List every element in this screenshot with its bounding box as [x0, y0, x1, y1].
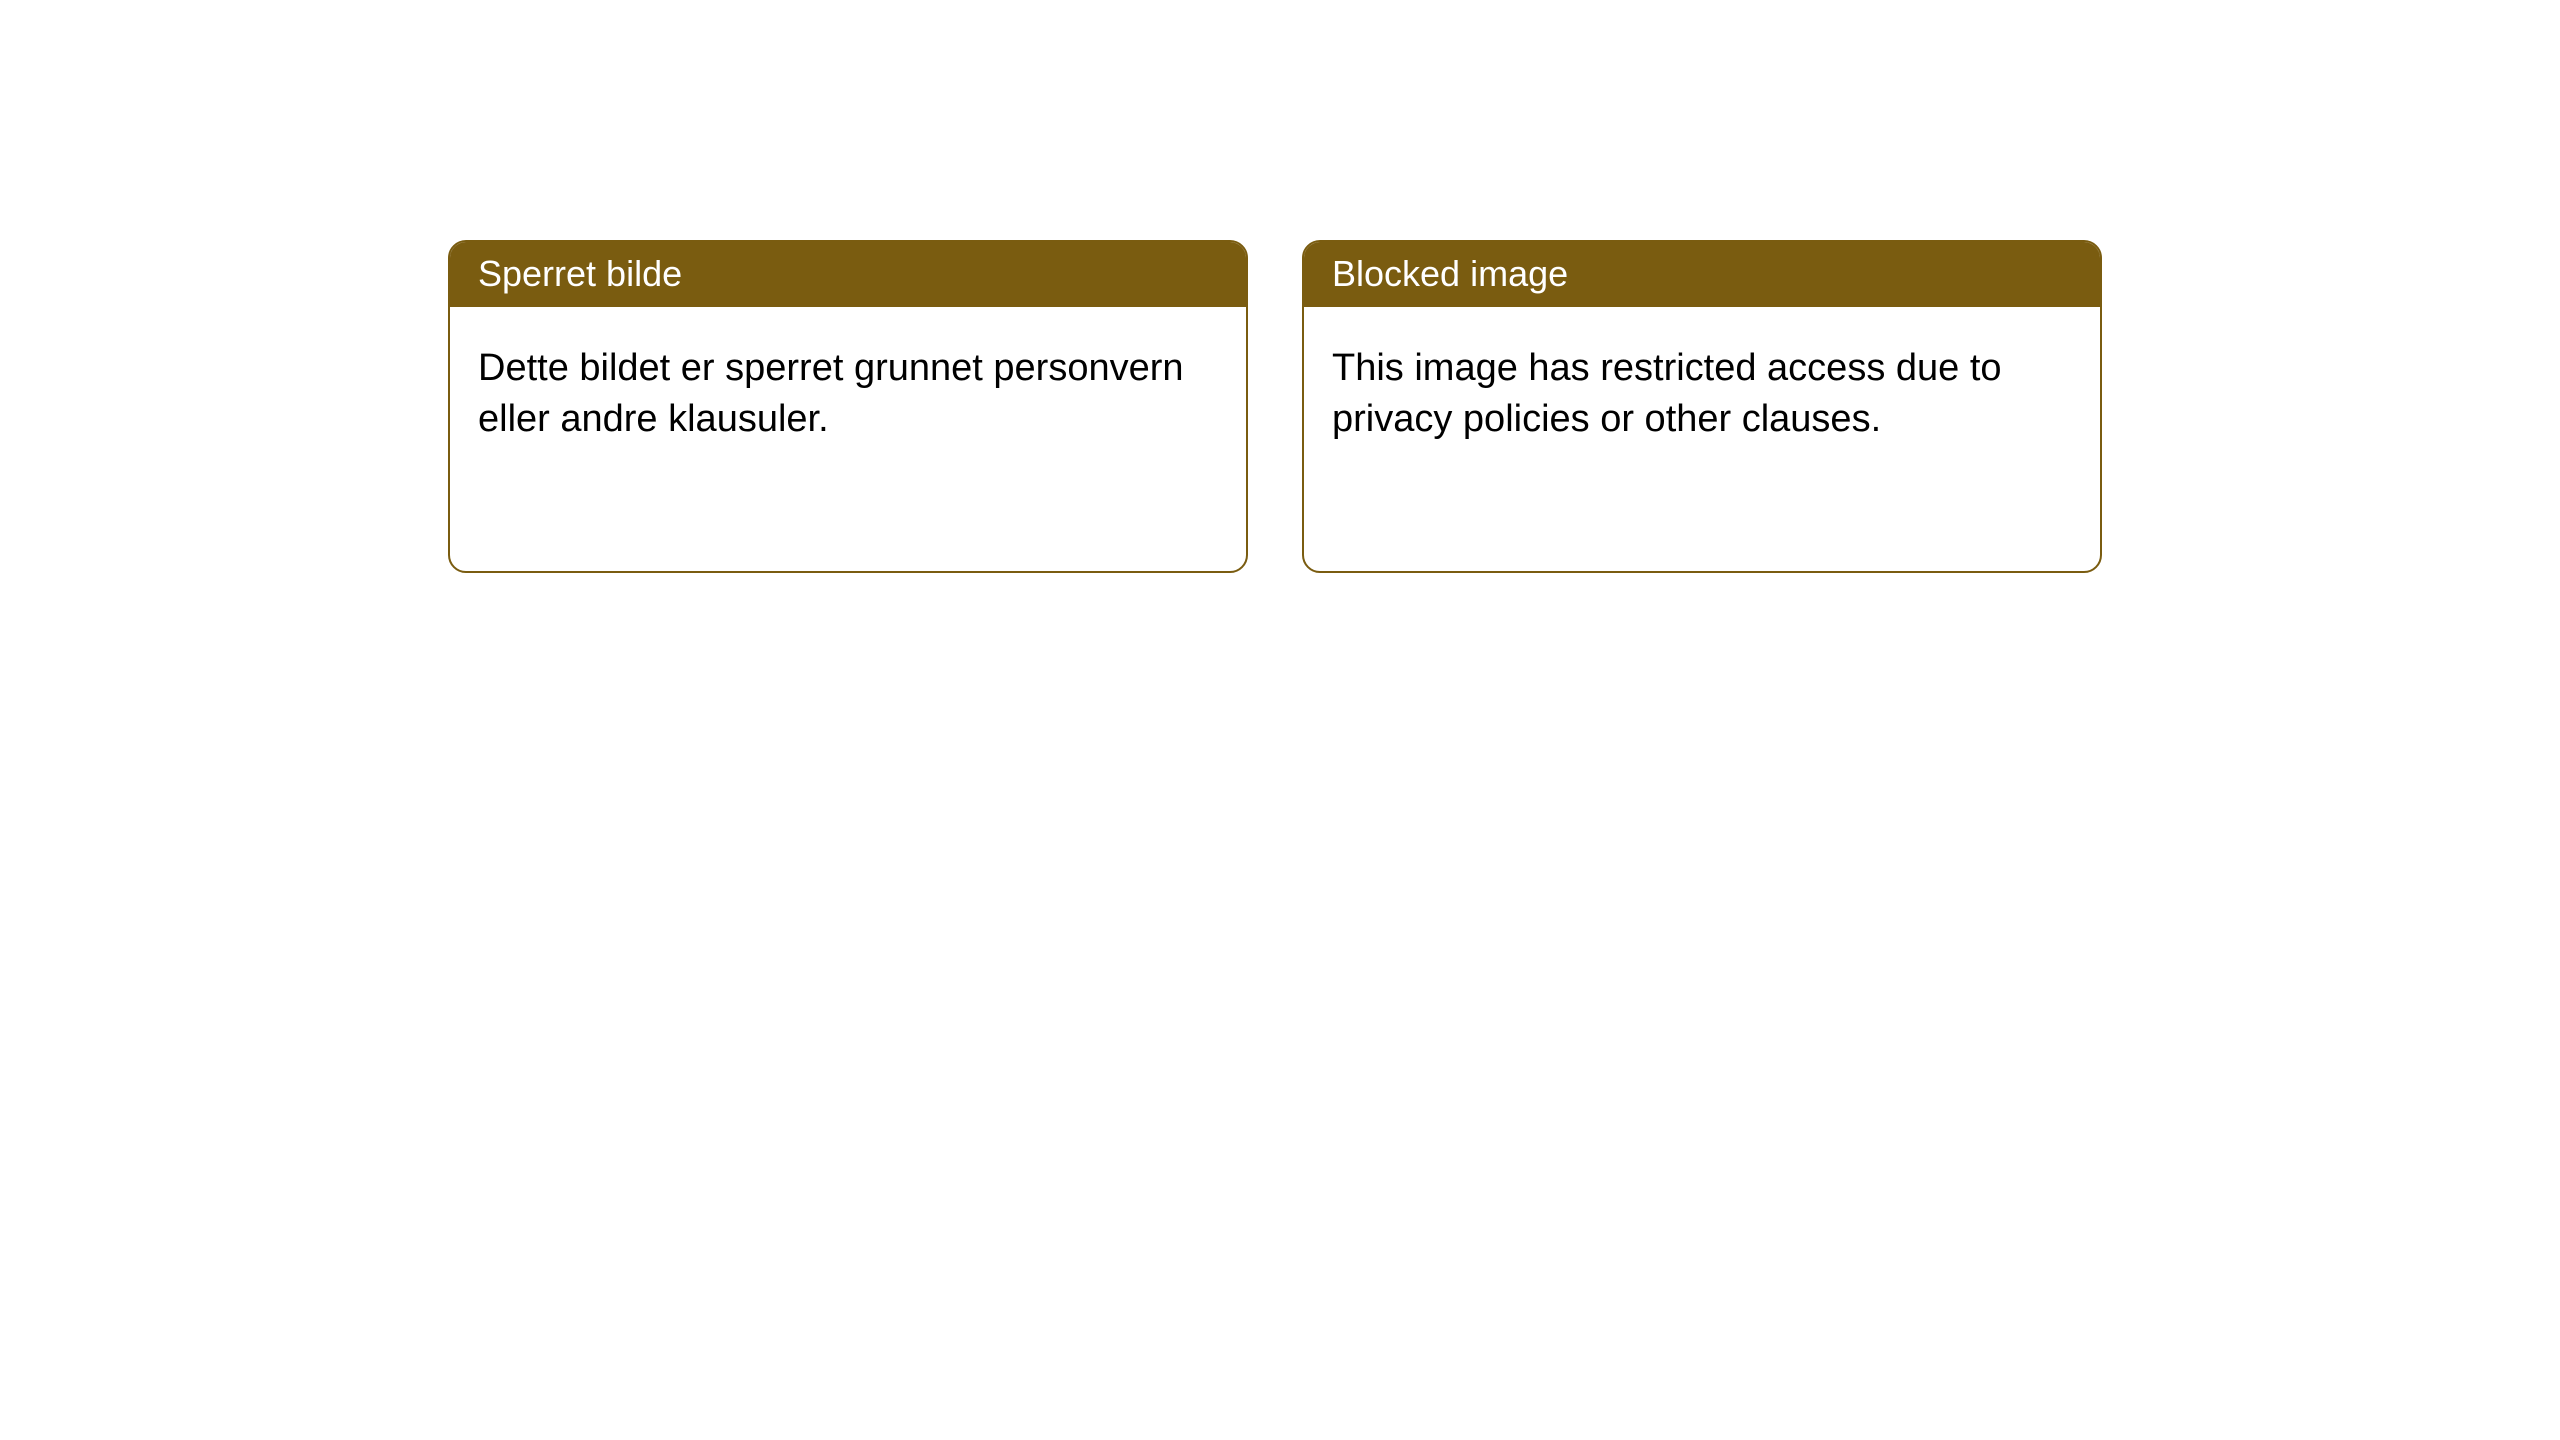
notice-container: Sperret bilde Dette bildet er sperret gr… [0, 0, 2560, 573]
notice-card-no: Sperret bilde Dette bildet er sperret gr… [448, 240, 1248, 573]
notice-body-en: This image has restricted access due to … [1304, 307, 2100, 474]
notice-header-no: Sperret bilde [450, 242, 1246, 307]
notice-header-en: Blocked image [1304, 242, 2100, 307]
notice-card-en: Blocked image This image has restricted … [1302, 240, 2102, 573]
notice-body-no: Dette bildet er sperret grunnet personve… [450, 307, 1246, 474]
